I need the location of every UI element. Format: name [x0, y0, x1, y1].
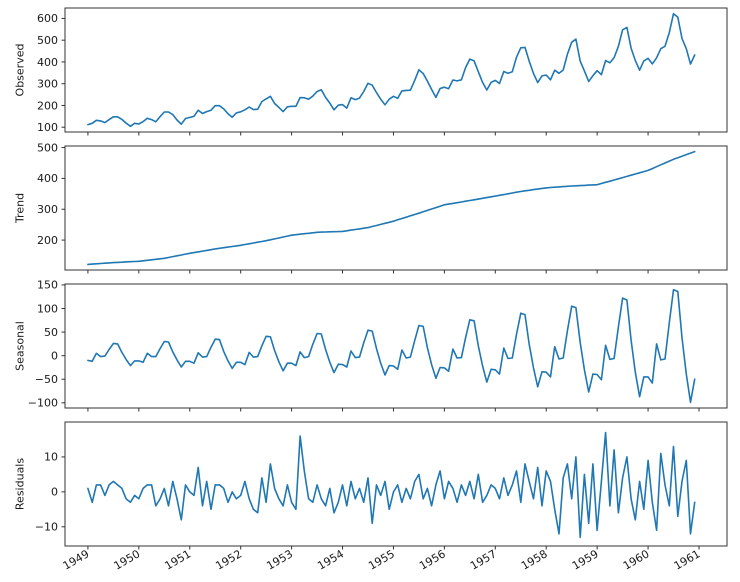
y-tick-label: 600 [37, 12, 58, 25]
x-tick-label: 1950 [112, 547, 143, 572]
y-tick-label: 100 [37, 302, 58, 315]
panel-frame [64, 421, 728, 547]
trend-series-line [87, 150, 696, 266]
x-tick-label: 1953 [264, 547, 295, 572]
x-tick-label: 1961 [672, 547, 703, 572]
x-tick-label: 1954 [315, 547, 346, 572]
y-tick-label: 150 [37, 279, 58, 292]
y-tick-label: −50 [35, 373, 58, 386]
panel-frame [64, 145, 728, 271]
residuals-series-line [87, 431, 696, 539]
x-tick-label: 1952 [213, 547, 244, 572]
x-tick-label: 1949 [61, 547, 92, 572]
observed-series-line [87, 12, 696, 128]
x-tick-label: 1957 [468, 547, 499, 572]
y-tick-label: −100 [28, 397, 58, 410]
x-tick-label: 1959 [570, 547, 601, 572]
y-tick-label: 100 [37, 121, 58, 134]
y-tick-label: 0 [51, 349, 58, 362]
y-tick-label: 10 [44, 451, 58, 464]
y-tick-label: 400 [37, 172, 58, 185]
y-tick-label: 500 [37, 141, 58, 154]
panel-frame [64, 283, 728, 409]
y-tick-label: 50 [44, 326, 58, 339]
y-tick-label: 200 [37, 99, 58, 112]
x-tick-label: 1955 [366, 547, 397, 572]
y-tick-label: 400 [37, 56, 58, 69]
x-tick-label: 1960 [621, 547, 652, 572]
y-tick-label: 300 [37, 78, 58, 91]
x-tick-label: 1951 [163, 547, 194, 572]
y-tick-label: 300 [37, 203, 58, 216]
panel-frame [64, 7, 728, 133]
y-tick-label: 500 [37, 34, 58, 47]
y-tick-label: 0 [51, 486, 58, 499]
y-tick-label: −10 [35, 521, 58, 534]
y-tick-label: 200 [37, 234, 58, 247]
x-tick-label: 1958 [519, 547, 550, 572]
seasonal-series-line [87, 288, 696, 404]
x-tick-label: 1956 [417, 547, 448, 572]
